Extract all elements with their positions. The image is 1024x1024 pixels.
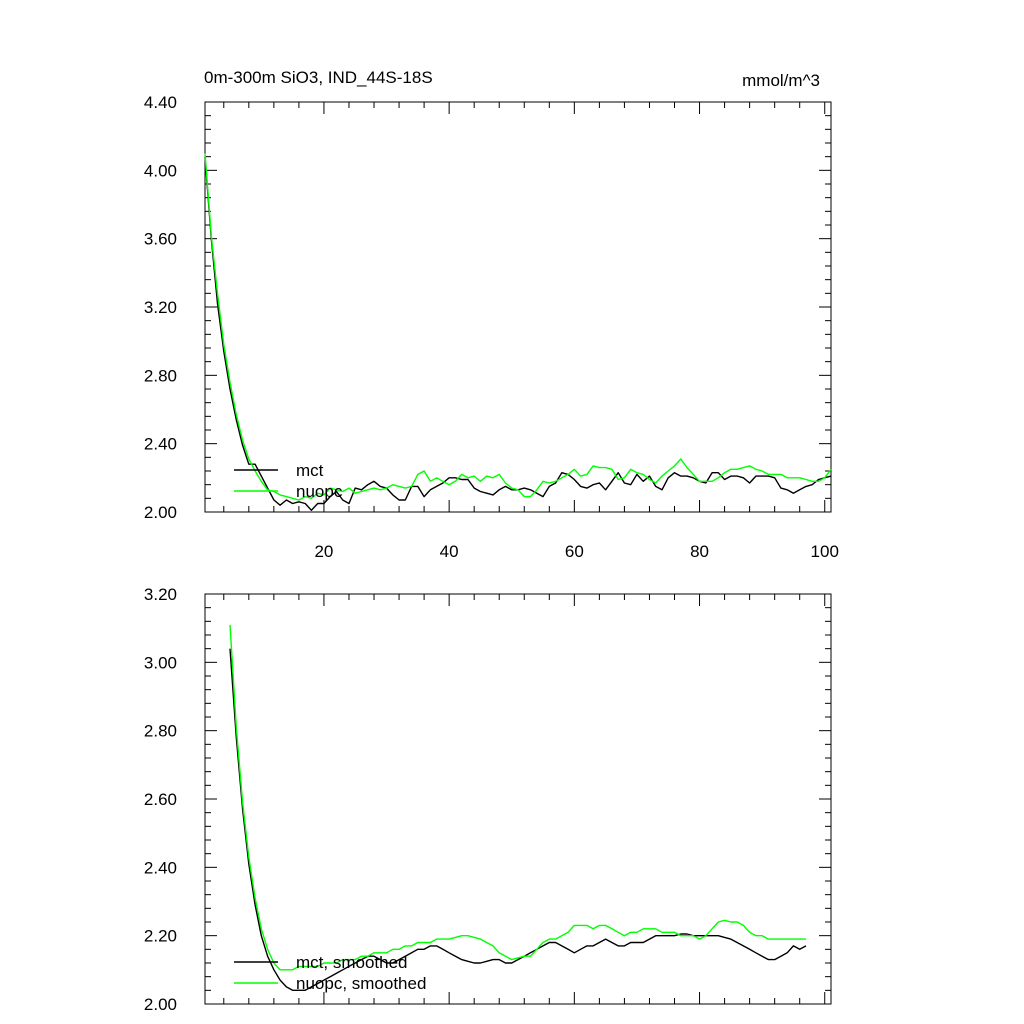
- y-tick-label: 3.60: [144, 230, 177, 249]
- series-line-mct-smoothed: [229, 648, 807, 991]
- bottom-panel: 2.00 2.20 2.40 2.60 2.80 3.00 3.20 mct, smoothe…: [144, 585, 832, 1014]
- y-tick-label: 2.60: [144, 790, 177, 809]
- legend-label: nuopc: [296, 482, 343, 501]
- y-tick-label: 2.80: [144, 366, 177, 385]
- chart-title: 0m-300m SiO3, IND_44S-18S: [204, 68, 433, 87]
- series-line-nuopc: [204, 153, 832, 501]
- x-tick-label: 80: [690, 542, 709, 561]
- units-label: mmol/m^3: [742, 71, 820, 90]
- x-tick-label: 100: [811, 542, 839, 561]
- y-tick-label: 2.40: [144, 435, 177, 454]
- y-tick-label: 3.00: [144, 653, 177, 672]
- legend-label: mct: [296, 461, 324, 480]
- x-tick-label: 20: [314, 542, 333, 561]
- plot-frame: [204, 101, 832, 513]
- y-tick-label: 4.00: [144, 161, 177, 180]
- y-tick-label: 2.00: [144, 995, 177, 1014]
- series-line-mct: [204, 156, 832, 511]
- y-tick-label: 4.40: [144, 93, 177, 112]
- x-tick-label: 40: [440, 542, 459, 561]
- series-line-nuopc-smoothed: [229, 624, 806, 971]
- y-tick-label: 2.20: [144, 927, 177, 946]
- legend-label: mct, smoothed: [296, 953, 408, 972]
- y-tick-label: 2.80: [144, 722, 177, 741]
- y-tick-label: 2.40: [144, 858, 177, 877]
- y-tick-label: 3.20: [144, 298, 177, 317]
- legend-label: nuopc, smoothed: [296, 974, 426, 993]
- y-tick-label: 3.20: [144, 585, 177, 604]
- top-panel: 0m-300m SiO3, IND_44S-18S mmol/m^3 2.00 2…: [144, 68, 839, 561]
- x-tick-label: 60: [565, 542, 584, 561]
- y-tick-label: 2.00: [144, 503, 177, 522]
